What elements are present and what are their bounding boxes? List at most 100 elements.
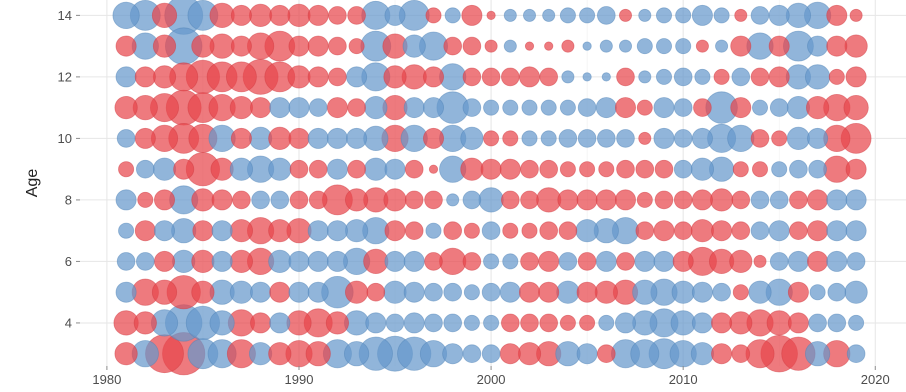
bubble-positive (268, 249, 292, 273)
bubble-positive (211, 220, 233, 242)
bubble-negative (500, 313, 520, 333)
bubble-positive (694, 68, 711, 85)
bubble-positive (326, 250, 348, 272)
bubble-negative (561, 39, 575, 53)
bubble-positive (385, 313, 405, 333)
bubble-negative (250, 312, 272, 334)
bubble-positive (769, 98, 789, 117)
bubble-negative (307, 4, 329, 26)
bubble-positive (768, 4, 790, 26)
bubble-positive (424, 313, 443, 333)
bubble-negative (134, 220, 156, 242)
bubble-negative (191, 188, 215, 212)
bubble-negative (192, 220, 214, 242)
bubble-negative (305, 341, 331, 367)
bubble-negative (481, 67, 501, 87)
bubble-negative (768, 35, 790, 57)
bubble-positive (502, 99, 519, 116)
bubble-positive (542, 8, 556, 22)
bubble-positive (616, 129, 635, 148)
bubble-negative (232, 190, 251, 210)
bubble-layer (112, 0, 872, 376)
y-tick-label: 4 (65, 315, 72, 330)
bubble-negative (268, 219, 292, 243)
bubble-positive (848, 314, 865, 331)
bubble-positive (675, 38, 692, 55)
bubble-positive (521, 130, 538, 147)
y-tick-label: 14 (58, 8, 72, 23)
bubble-negative (615, 189, 637, 211)
bubble-negative (731, 344, 751, 364)
bubble-negative (771, 130, 788, 147)
bubble-negative (731, 190, 751, 210)
bubble-negative (579, 161, 596, 178)
bubble-negative (328, 67, 347, 87)
bubble-negative (173, 158, 195, 180)
bubble-negative (517, 342, 542, 366)
bubble-negative (484, 39, 498, 53)
bubble-negative (289, 159, 309, 179)
bubble-positive (499, 281, 521, 303)
bubble-positive (630, 339, 660, 369)
bubble-positive (326, 127, 348, 149)
bubble-negative (768, 66, 790, 88)
bubble-negative (520, 313, 539, 333)
bubble-negative (404, 190, 424, 210)
bubble-negative (789, 190, 808, 210)
bubble-negative (729, 249, 753, 273)
bubble-positive (112, 1, 140, 29)
bubble-positive (561, 70, 575, 84)
bubble-positive (769, 190, 789, 210)
bubble-negative (404, 159, 424, 179)
bubble-positive (326, 220, 348, 242)
bubble-negative (328, 36, 347, 56)
bubble-positive (771, 161, 788, 178)
bubble-positive (540, 99, 557, 116)
y-tick-label: 12 (58, 69, 72, 84)
bubble-negative (711, 220, 733, 242)
bubble-positive (483, 314, 500, 331)
bubble-negative (384, 220, 406, 242)
bubble-positive (579, 7, 596, 24)
bubble-negative (521, 222, 538, 239)
bubble-positive (673, 67, 693, 87)
bubble-positive (346, 66, 368, 88)
bubble-positive (478, 187, 504, 213)
bubble-negative (499, 158, 521, 180)
bubble-negative (363, 248, 389, 274)
bubble-negative (559, 161, 576, 178)
bubble-positive (844, 280, 868, 304)
bubble-negative (849, 8, 863, 22)
bubble-positive (442, 343, 464, 365)
bubble-positive (559, 99, 576, 116)
bubble-positive (540, 130, 557, 147)
bubble-negative (480, 158, 502, 180)
bubble-positive (422, 97, 444, 119)
bubble-positive (403, 97, 425, 119)
bubble-positive (582, 72, 592, 82)
bubble-negative (787, 312, 809, 334)
bubble-positive (808, 313, 827, 333)
x-tick-label: 2000 (477, 372, 506, 387)
bubble-negative (538, 281, 560, 303)
bubble-positive (846, 252, 866, 271)
bubble-negative (579, 314, 596, 331)
bubble-negative (502, 130, 519, 147)
bubble-negative (230, 4, 252, 26)
bubble-positive (229, 157, 253, 181)
bubble-negative (250, 97, 272, 119)
bubble-negative (287, 3, 311, 27)
bubble-positive (673, 129, 693, 148)
bubble-negative (289, 190, 309, 210)
bubble-negative (638, 131, 652, 145)
bubble-positive (521, 99, 538, 116)
bubble-positive (656, 68, 673, 85)
bubble-positive (555, 341, 581, 367)
bubble-positive (384, 250, 406, 272)
bubble-positive (307, 250, 329, 272)
bubble-negative (520, 252, 539, 271)
bubble-positive (115, 66, 137, 88)
bubble-positive (636, 38, 653, 55)
bubble-negative (635, 221, 655, 241)
